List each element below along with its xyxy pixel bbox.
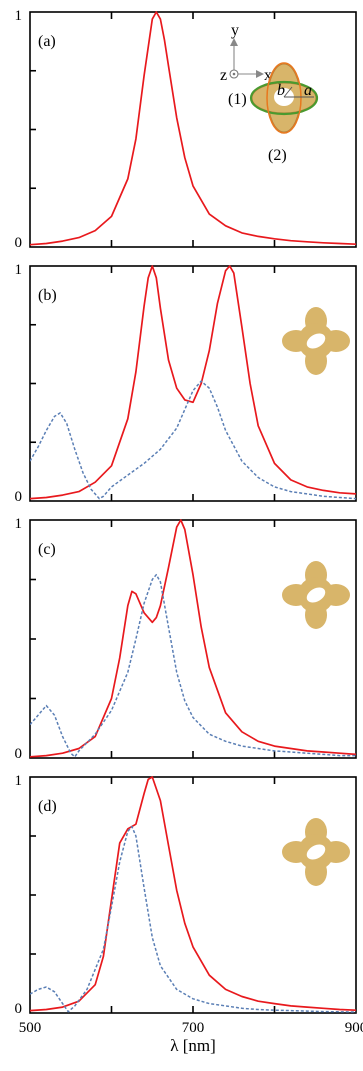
mode2-label: (2) xyxy=(268,147,287,164)
inset-particle xyxy=(282,818,350,886)
series-line-solid xyxy=(30,265,356,500)
panel-label: (c) xyxy=(38,541,56,558)
z-axis-label: z xyxy=(220,67,227,84)
z-axis-dot xyxy=(232,72,236,76)
panel-label: (d) xyxy=(38,798,57,815)
particle-hole xyxy=(306,844,326,860)
label-b: b xyxy=(277,82,285,99)
particle-hole xyxy=(306,333,326,349)
y-tick-label: 1 xyxy=(15,773,23,789)
panel-a: 0 1 (a) y z xb a (1) (2) xyxy=(15,8,357,251)
inset-particle xyxy=(282,307,350,375)
series-line-dashed xyxy=(30,380,356,500)
plot-frame xyxy=(29,776,357,1014)
series-line-solid xyxy=(30,776,356,1012)
series-line-solid xyxy=(30,519,356,758)
panel-label: (b) xyxy=(38,287,57,304)
radius-b-line xyxy=(283,86,293,98)
mode1-outline xyxy=(249,80,319,116)
y-arrowhead xyxy=(230,38,238,46)
inset-diagram: y z xb a (1) (2) xyxy=(220,22,319,164)
x-tick-label: 500 xyxy=(19,1020,42,1036)
inset-particle xyxy=(282,561,350,629)
y-tick-label: 0 xyxy=(15,1001,23,1017)
y-tick-label: 1 xyxy=(15,8,23,24)
plot-frame xyxy=(29,265,357,502)
y-tick-label: 0 xyxy=(15,489,23,505)
panel-c: 0 1 (c) xyxy=(15,516,357,762)
x-tick-label: 700 xyxy=(182,1020,205,1036)
y-tick-label: 1 xyxy=(15,516,23,532)
y-tick-label: 0 xyxy=(15,746,23,762)
series-line-solid xyxy=(30,11,356,246)
y-tick-label: 1 xyxy=(15,262,23,278)
panel-d: 0 1 (d) 500 700 900 λ [nm] xyxy=(15,773,363,1055)
x-axis-label: x xyxy=(264,67,272,84)
y-tick-label: 0 xyxy=(15,235,23,251)
y-axis-label: y xyxy=(231,22,239,39)
mode2-outline xyxy=(266,62,302,134)
x-tick-label: 900 xyxy=(345,1020,363,1036)
plot-frame xyxy=(29,11,357,248)
series-line-dashed xyxy=(30,573,356,758)
panel-b: 0 1 (b) xyxy=(15,262,357,505)
label-a: a xyxy=(304,82,312,99)
x-arrowhead xyxy=(256,70,264,78)
x-axis-label: λ [nm] xyxy=(170,1036,216,1055)
mode1-label: (1) xyxy=(228,91,247,108)
particle-hole xyxy=(306,587,326,603)
panel-label: (a) xyxy=(38,33,56,50)
plot-frame xyxy=(29,519,357,759)
